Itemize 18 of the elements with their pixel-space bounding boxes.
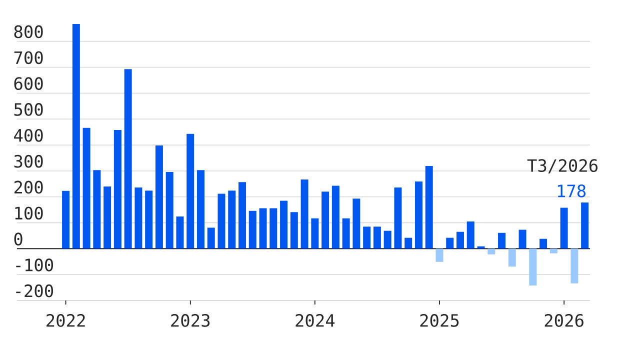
y-tick-label: -100 xyxy=(16,258,54,272)
y-tick-label: 600 xyxy=(14,77,43,90)
y-tick-label: -200 xyxy=(16,284,54,298)
x-tick-label: 2022 xyxy=(46,314,85,327)
y-tick-label: 200 xyxy=(14,180,43,194)
y-tick-label: 0 xyxy=(14,232,22,246)
x-tick-label: 2023 xyxy=(171,314,210,327)
x-tick-label: 2026 xyxy=(544,314,584,327)
x-tick-label: 2025 xyxy=(420,314,459,327)
x-tick-label: 2024 xyxy=(296,314,335,327)
y-tick-label: 100 xyxy=(15,206,43,220)
annotation: T3/2026 xyxy=(527,159,598,174)
y-tick-label: 500 xyxy=(14,103,43,116)
y-tick-label: 700 xyxy=(14,51,43,64)
y-tick-label: 400 xyxy=(14,128,43,142)
y-tick-label: 800 xyxy=(14,25,43,38)
y-tick-label: 300 xyxy=(14,154,43,168)
data-label: 178 xyxy=(558,184,586,198)
